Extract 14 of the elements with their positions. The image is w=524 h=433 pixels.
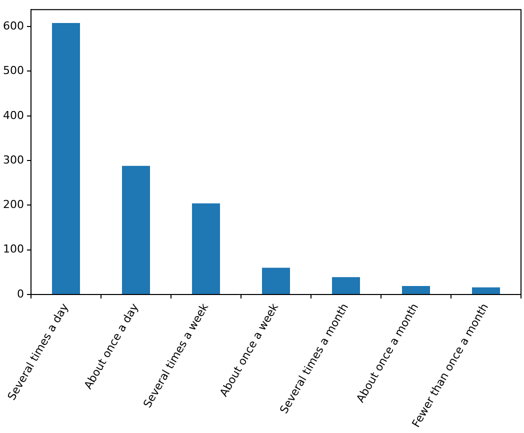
- y-tick-label: 0: [16, 287, 24, 300]
- bar: [402, 286, 430, 294]
- y-tick-label: 100: [2, 242, 24, 256]
- bar: [122, 166, 150, 294]
- y-tick-label: 400: [2, 108, 24, 122]
- bar: [472, 287, 500, 294]
- bar: [192, 203, 220, 294]
- y-tick-label: 300: [2, 153, 24, 166]
- bar: [52, 23, 80, 294]
- y-tick-label: 600: [2, 19, 24, 32]
- y-tick-label: 200: [2, 198, 24, 212]
- bar: [332, 277, 360, 294]
- y-tick-label: 500: [2, 64, 24, 78]
- bar: [262, 268, 290, 294]
